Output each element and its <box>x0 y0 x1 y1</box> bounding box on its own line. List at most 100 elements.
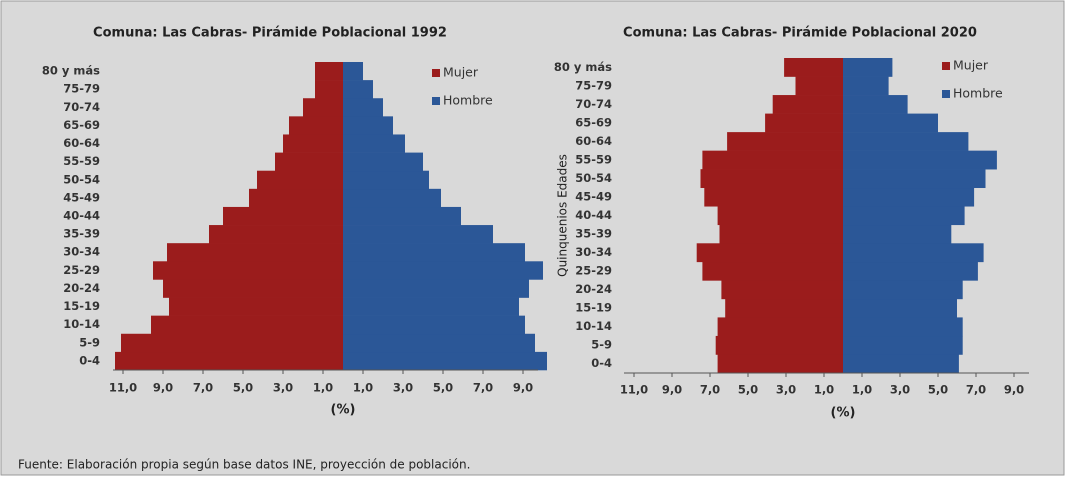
x-axis-label: (%) <box>331 403 356 418</box>
x-tick-label: 1,0 <box>852 383 872 397</box>
category-label: 50-54 <box>575 171 612 185</box>
bar <box>717 354 843 374</box>
chart-title: Comuna: Las Cabras- Pirámide Poblacional… <box>623 26 977 41</box>
x-tick-label: 9,0 <box>153 381 173 395</box>
bar <box>151 315 343 335</box>
category-label: 55-59 <box>575 152 612 166</box>
x-tick-label: 7,0 <box>473 381 493 395</box>
bar <box>843 243 984 263</box>
category-label: 20-24 <box>63 281 100 295</box>
bar <box>843 58 893 77</box>
x-tick-label: 7,0 <box>193 381 213 395</box>
category-label: 25-29 <box>63 263 100 277</box>
legend-swatch <box>942 90 950 98</box>
bar <box>843 224 952 244</box>
legend-swatch <box>432 97 440 105</box>
bar <box>343 206 461 226</box>
bar <box>257 170 343 190</box>
x-tick-label: 9,0 <box>662 383 682 397</box>
x-tick-label: 7,0 <box>966 383 986 397</box>
x-tick-label: 5,0 <box>233 381 253 395</box>
category-label: 10-14 <box>575 319 612 333</box>
bar <box>843 298 957 318</box>
bar <box>702 261 843 281</box>
category-label: 65-69 <box>63 118 100 132</box>
bar <box>765 113 843 133</box>
bar <box>153 261 343 280</box>
category-label: 30-34 <box>63 245 100 259</box>
bar <box>795 76 843 96</box>
x-tick-label: 3,0 <box>890 383 910 397</box>
category-label: 5-9 <box>591 338 612 352</box>
x-tick-label: 5,0 <box>928 383 948 397</box>
bar <box>725 298 843 318</box>
bar <box>843 113 938 133</box>
bar <box>343 351 547 371</box>
category-label: 0-4 <box>79 353 100 367</box>
bar <box>343 170 429 190</box>
category-label: 5-9 <box>79 335 100 349</box>
category-label: 35-39 <box>575 227 612 241</box>
bar <box>717 317 843 337</box>
x-tick-label: 3,0 <box>273 381 293 395</box>
bar <box>169 297 343 316</box>
bar <box>163 279 343 298</box>
legend-label: Hombre <box>953 86 1003 101</box>
category-label: 80 y más <box>554 60 612 74</box>
bar <box>343 333 535 353</box>
x-tick-label: 1,0 <box>353 381 373 395</box>
category-label: 80 y más <box>42 64 100 78</box>
bar <box>772 95 843 114</box>
bar <box>167 243 343 262</box>
legend-label: Mujer <box>953 58 989 73</box>
bar <box>289 116 343 135</box>
y-axis-label: Quinquenios Edades <box>556 154 570 277</box>
x-tick-label: 7,0 <box>700 383 720 397</box>
category-label: 70-74 <box>63 100 100 114</box>
bar <box>343 62 363 81</box>
category-label: 60-64 <box>63 136 100 150</box>
bar <box>343 243 525 262</box>
source-note: Fuente: Elaboración propia según base da… <box>18 458 470 472</box>
category-label: 10-14 <box>63 317 100 331</box>
bar <box>343 225 493 244</box>
bar <box>121 333 343 353</box>
chart-title: Comuna: Las Cabras- Pirámide Poblacional… <box>93 26 447 41</box>
x-tick-label: 5,0 <box>433 381 453 395</box>
bar <box>843 95 908 114</box>
bar <box>843 132 969 151</box>
x-axis-label: (%) <box>831 406 856 421</box>
x-tick-label: 3,0 <box>776 383 796 397</box>
category-label: 75-79 <box>575 78 612 92</box>
bar <box>843 187 975 207</box>
bar <box>283 134 343 153</box>
legend-swatch <box>942 62 950 70</box>
bar <box>209 225 343 244</box>
category-label: 25-29 <box>575 264 612 278</box>
bar <box>315 80 343 99</box>
category-label: 55-59 <box>63 154 100 168</box>
bar <box>303 98 343 117</box>
category-label: 50-54 <box>63 172 100 186</box>
bar <box>843 76 889 96</box>
bar <box>343 80 373 99</box>
bar <box>843 335 963 355</box>
x-tick-label: 9,0 <box>1004 383 1024 397</box>
legend-label: Hombre <box>443 93 493 108</box>
x-tick-label: 5,0 <box>738 383 758 397</box>
category-label: 40-44 <box>575 208 612 222</box>
bar <box>223 206 343 226</box>
bar <box>343 279 529 298</box>
bar <box>249 188 343 208</box>
category-label: 45-49 <box>63 190 100 204</box>
bar <box>343 98 383 117</box>
legend-label: Mujer <box>443 65 479 80</box>
x-tick-label: 1,0 <box>313 381 333 395</box>
category-label: 30-34 <box>575 245 612 259</box>
bar <box>343 188 441 208</box>
bar <box>843 169 986 189</box>
category-label: 60-64 <box>575 134 612 148</box>
x-tick-label: 11,0 <box>109 381 137 395</box>
bar <box>275 152 343 172</box>
